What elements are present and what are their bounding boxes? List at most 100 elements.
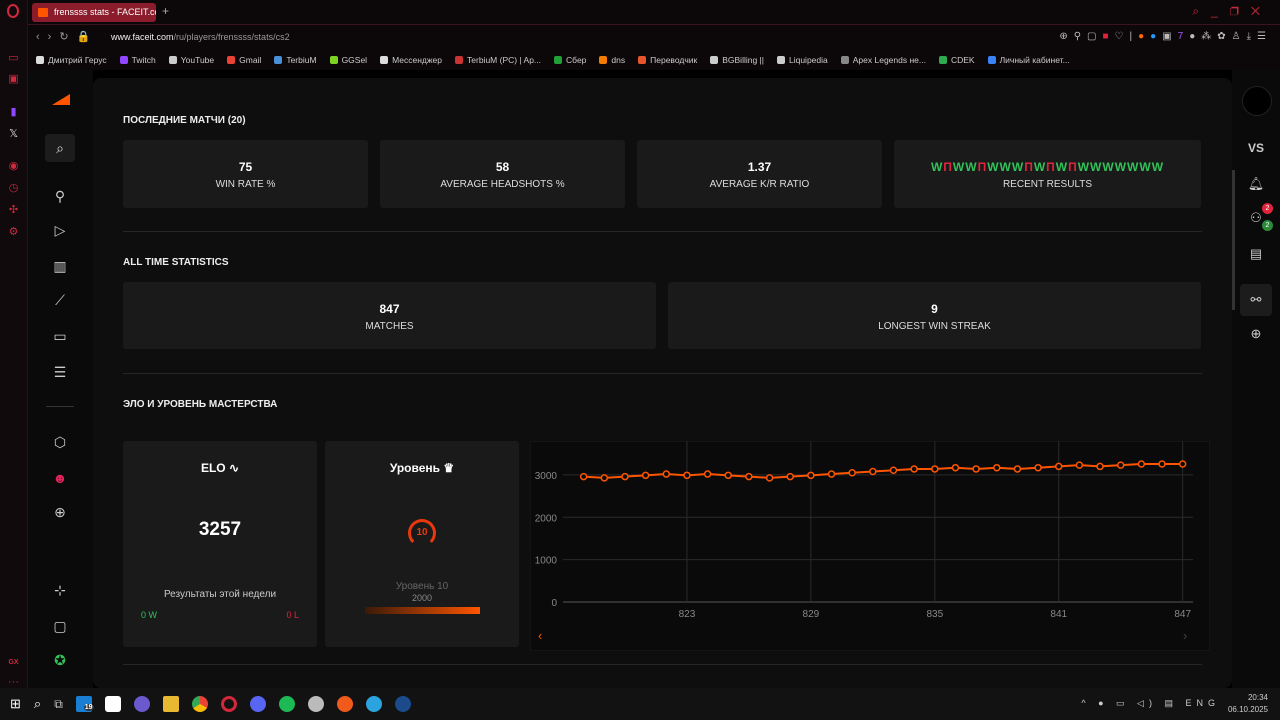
opera-logo-icon[interactable] <box>7 4 19 18</box>
clubs-icon[interactable]: ⬡ <box>53 434 67 450</box>
divider <box>123 664 1202 665</box>
spotify-icon[interactable] <box>278 696 295 712</box>
bookmark-item[interactable]: Переводчик <box>638 55 697 65</box>
search-icon[interactable]: ⌕ <box>33 696 42 711</box>
result-win: W <box>1033 160 1047 174</box>
headshots-card: 58 AVERAGE HEADSHOTS % <box>380 140 625 208</box>
bookmark-item[interactable]: Личный кабинет... <box>987 55 1070 65</box>
chart-prev-button[interactable]: ‹ <box>538 628 543 643</box>
ea-icon[interactable] <box>336 696 353 712</box>
url-host: www.faceit.com <box>111 32 174 42</box>
video-icon[interactable]: ▭ <box>53 328 67 344</box>
tab-faceit[interactable]: frenssss stats - FACEIT.co <box>32 3 156 22</box>
wallet-icon[interactable]: ▣ <box>8 73 19 85</box>
system-tray[interactable]: ^ ● ▭ ◁) ▤ ENG <box>1081 698 1220 708</box>
crown-icon: ♛ <box>443 461 455 475</box>
bookmark-item[interactable]: Apex Legends не... <box>840 55 926 65</box>
level-label: Уровень <box>389 461 441 475</box>
club-avatar-icon[interactable]: ☻ <box>52 470 68 486</box>
bookmark-item[interactable]: Twitch <box>119 55 156 65</box>
add-icon[interactable]: ⊕ <box>54 504 66 520</box>
stat-value: 847 <box>379 302 400 316</box>
task-view-icon[interactable]: ⧉ <box>54 696 63 711</box>
add-party-icon[interactable]: ⊕ <box>1250 326 1262 341</box>
player-icon[interactable]: ▭ <box>8 52 19 64</box>
avatar[interactable] <box>1242 86 1272 116</box>
address-bar: ‹›↻🔒 www.faceit.com/ru/players/frenssss/… <box>28 24 1280 50</box>
play-icon[interactable]: ◉ <box>8 160 19 172</box>
bookmark-item[interactable]: TerbiuM (PC) | Ap... <box>455 55 541 65</box>
tab-title: frenssss stats - FACEIT.co <box>54 7 156 17</box>
settings-icon[interactable]: ⚙ <box>8 226 19 238</box>
premium-icon[interactable]: ✪ <box>54 652 66 668</box>
clock[interactable]: 20:34 06.10.2025 <box>1228 692 1268 716</box>
more-icon[interactable]: ··· <box>8 676 19 688</box>
bookmark-item[interactable]: TerbiuM <box>274 55 317 65</box>
stat-value: 1.37 <box>747 160 772 174</box>
chart-next-button[interactable]: › <box>1183 628 1188 643</box>
week-results-label: Результаты этой недели <box>163 589 277 600</box>
url-input[interactable]: www.faceit.com/ru/players/frenssss/stats… <box>111 32 290 42</box>
bookmark-item[interactable]: YouTube <box>168 55 214 65</box>
chat-icon[interactable]: ▤ <box>1249 246 1263 261</box>
bookmark-item[interactable]: Мессенджер <box>380 55 442 65</box>
twitch-icon[interactable]: ▮ <box>10 106 17 118</box>
explorer-icon[interactable] <box>162 696 179 712</box>
app-icon[interactable] <box>104 696 121 712</box>
search-button[interactable]: ⌕ <box>45 134 75 162</box>
stats-icon[interactable]: ⟋ <box>55 292 65 308</box>
bookmark-item[interactable]: Сбер <box>554 55 586 65</box>
new-tab-button[interactable]: + <box>162 4 170 18</box>
x-icon[interactable]: 𝕏 <box>9 128 18 140</box>
toolbar-icons[interactable]: ⊕⚲▢■♡|●●▣7●⁂✿♙⤓☰ <box>1059 31 1272 42</box>
language-indicator[interactable]: ENG <box>1185 698 1220 708</box>
x-tick-label: 847 <box>1174 609 1191 620</box>
vs-button[interactable]: VS <box>1247 141 1264 155</box>
app-icon[interactable] <box>133 696 150 712</box>
create-icon[interactable]: ⊹ <box>54 582 66 598</box>
result-win: W <box>1127 160 1140 174</box>
nav-buttons[interactable]: ‹›↻🔒 <box>36 31 99 43</box>
bookmark-item[interactable]: dns <box>599 55 625 65</box>
kr-ratio-card: 1.37 AVERAGE K/R RATIO <box>637 140 882 208</box>
opera-icon[interactable] <box>220 696 237 712</box>
x-tick-label: 829 <box>803 609 820 620</box>
bookmark-item[interactable]: Дмитрий Герус <box>36 55 107 65</box>
find-players-icon[interactable]: ⚲ <box>54 188 66 204</box>
result-win: W <box>965 160 978 174</box>
friends-icon[interactable]: ⚇ <box>1250 210 1262 225</box>
elo-point <box>1096 462 1104 471</box>
party-icon[interactable]: ⚯ <box>1240 284 1272 316</box>
play-icon[interactable]: ▷ <box>54 222 66 238</box>
elo-point <box>1178 460 1187 468</box>
elo-point <box>993 463 1001 472</box>
steam-icon[interactable] <box>394 696 411 712</box>
result-win: W <box>1114 160 1128 174</box>
bookmark-item[interactable]: BGBilling || <box>710 55 764 65</box>
scrollbar[interactable] <box>1232 170 1235 310</box>
leaderboard-icon[interactable]: ▥ <box>53 258 67 274</box>
discord-icon[interactable] <box>249 696 266 712</box>
chrome-icon[interactable] <box>191 696 208 712</box>
bookmarks-bar: Дмитрий Герус Twitch YouTube Gmail TerbiuM GG… <box>28 50 1280 70</box>
window-controls[interactable]: ⌕_❐✕ <box>1192 4 1272 18</box>
elo-card: ELO ∿ 3257 Результаты этой недели 0 W 0 … <box>123 441 317 647</box>
list-icon[interactable]: ☰ <box>53 364 67 380</box>
bookmark-item[interactable]: GGSel <box>329 55 367 65</box>
bookmark-item[interactable]: CDEK <box>938 55 975 65</box>
windows-start-icon[interactable]: ⊞ <box>10 696 21 711</box>
history-icon[interactable]: ◷ <box>8 182 19 194</box>
bell-icon[interactable]: 🔔︎ <box>1247 176 1265 191</box>
bookmark-item[interactable]: Liquipedia <box>776 55 828 65</box>
taskbar-app-icon[interactable]: 19 <box>75 696 94 712</box>
faceit-logo[interactable] <box>52 94 70 105</box>
elo-point <box>1116 461 1125 469</box>
telegram-icon[interactable] <box>365 696 382 712</box>
shop-icon[interactable]: ▢ <box>53 618 67 634</box>
gx-icon[interactable]: GX <box>8 659 19 666</box>
extensions-icon[interactable]: ✣ <box>8 204 19 216</box>
bookmark-item[interactable]: Gmail <box>227 55 261 65</box>
bookmark-icon <box>599 56 608 64</box>
result-loss: П <box>943 160 953 174</box>
app-icon[interactable] <box>307 696 324 712</box>
